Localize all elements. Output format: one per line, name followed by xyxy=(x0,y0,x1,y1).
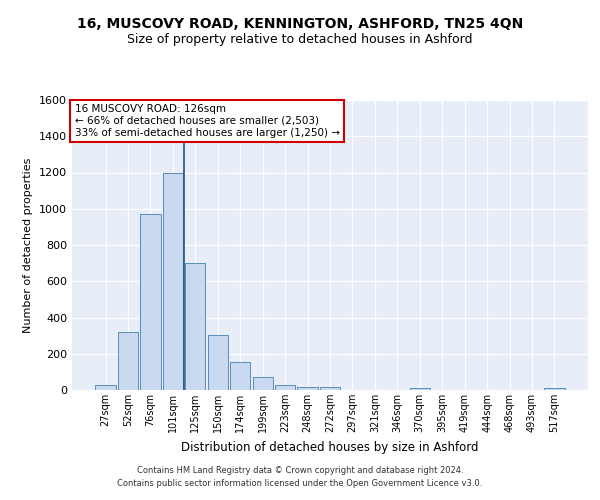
Text: Size of property relative to detached houses in Ashford: Size of property relative to detached ho… xyxy=(127,32,473,46)
Bar xyxy=(410,388,430,390)
Y-axis label: Number of detached properties: Number of detached properties xyxy=(23,158,34,332)
Text: 16, MUSCOVY ROAD, KENNINGTON, ASHFORD, TN25 4QN: 16, MUSCOVY ROAD, KENNINGTON, ASHFORD, T… xyxy=(77,18,523,32)
Text: 16 MUSCOVY ROAD: 126sqm
← 66% of detached houses are smaller (2,503)
33% of semi: 16 MUSCOVY ROAD: 126sqm ← 66% of detache… xyxy=(74,104,340,138)
Bar xyxy=(95,384,116,390)
X-axis label: Distribution of detached houses by size in Ashford: Distribution of detached houses by size … xyxy=(181,440,479,454)
Bar xyxy=(118,332,138,390)
Bar xyxy=(163,172,183,390)
Bar xyxy=(253,378,273,390)
Bar xyxy=(208,334,228,390)
Bar xyxy=(320,388,340,390)
Bar xyxy=(275,386,295,390)
Text: Contains HM Land Registry data © Crown copyright and database right 2024.
Contai: Contains HM Land Registry data © Crown c… xyxy=(118,466,482,487)
Bar xyxy=(544,388,565,390)
Bar xyxy=(298,386,317,390)
Bar xyxy=(230,362,250,390)
Bar xyxy=(140,214,161,390)
Bar xyxy=(185,263,205,390)
